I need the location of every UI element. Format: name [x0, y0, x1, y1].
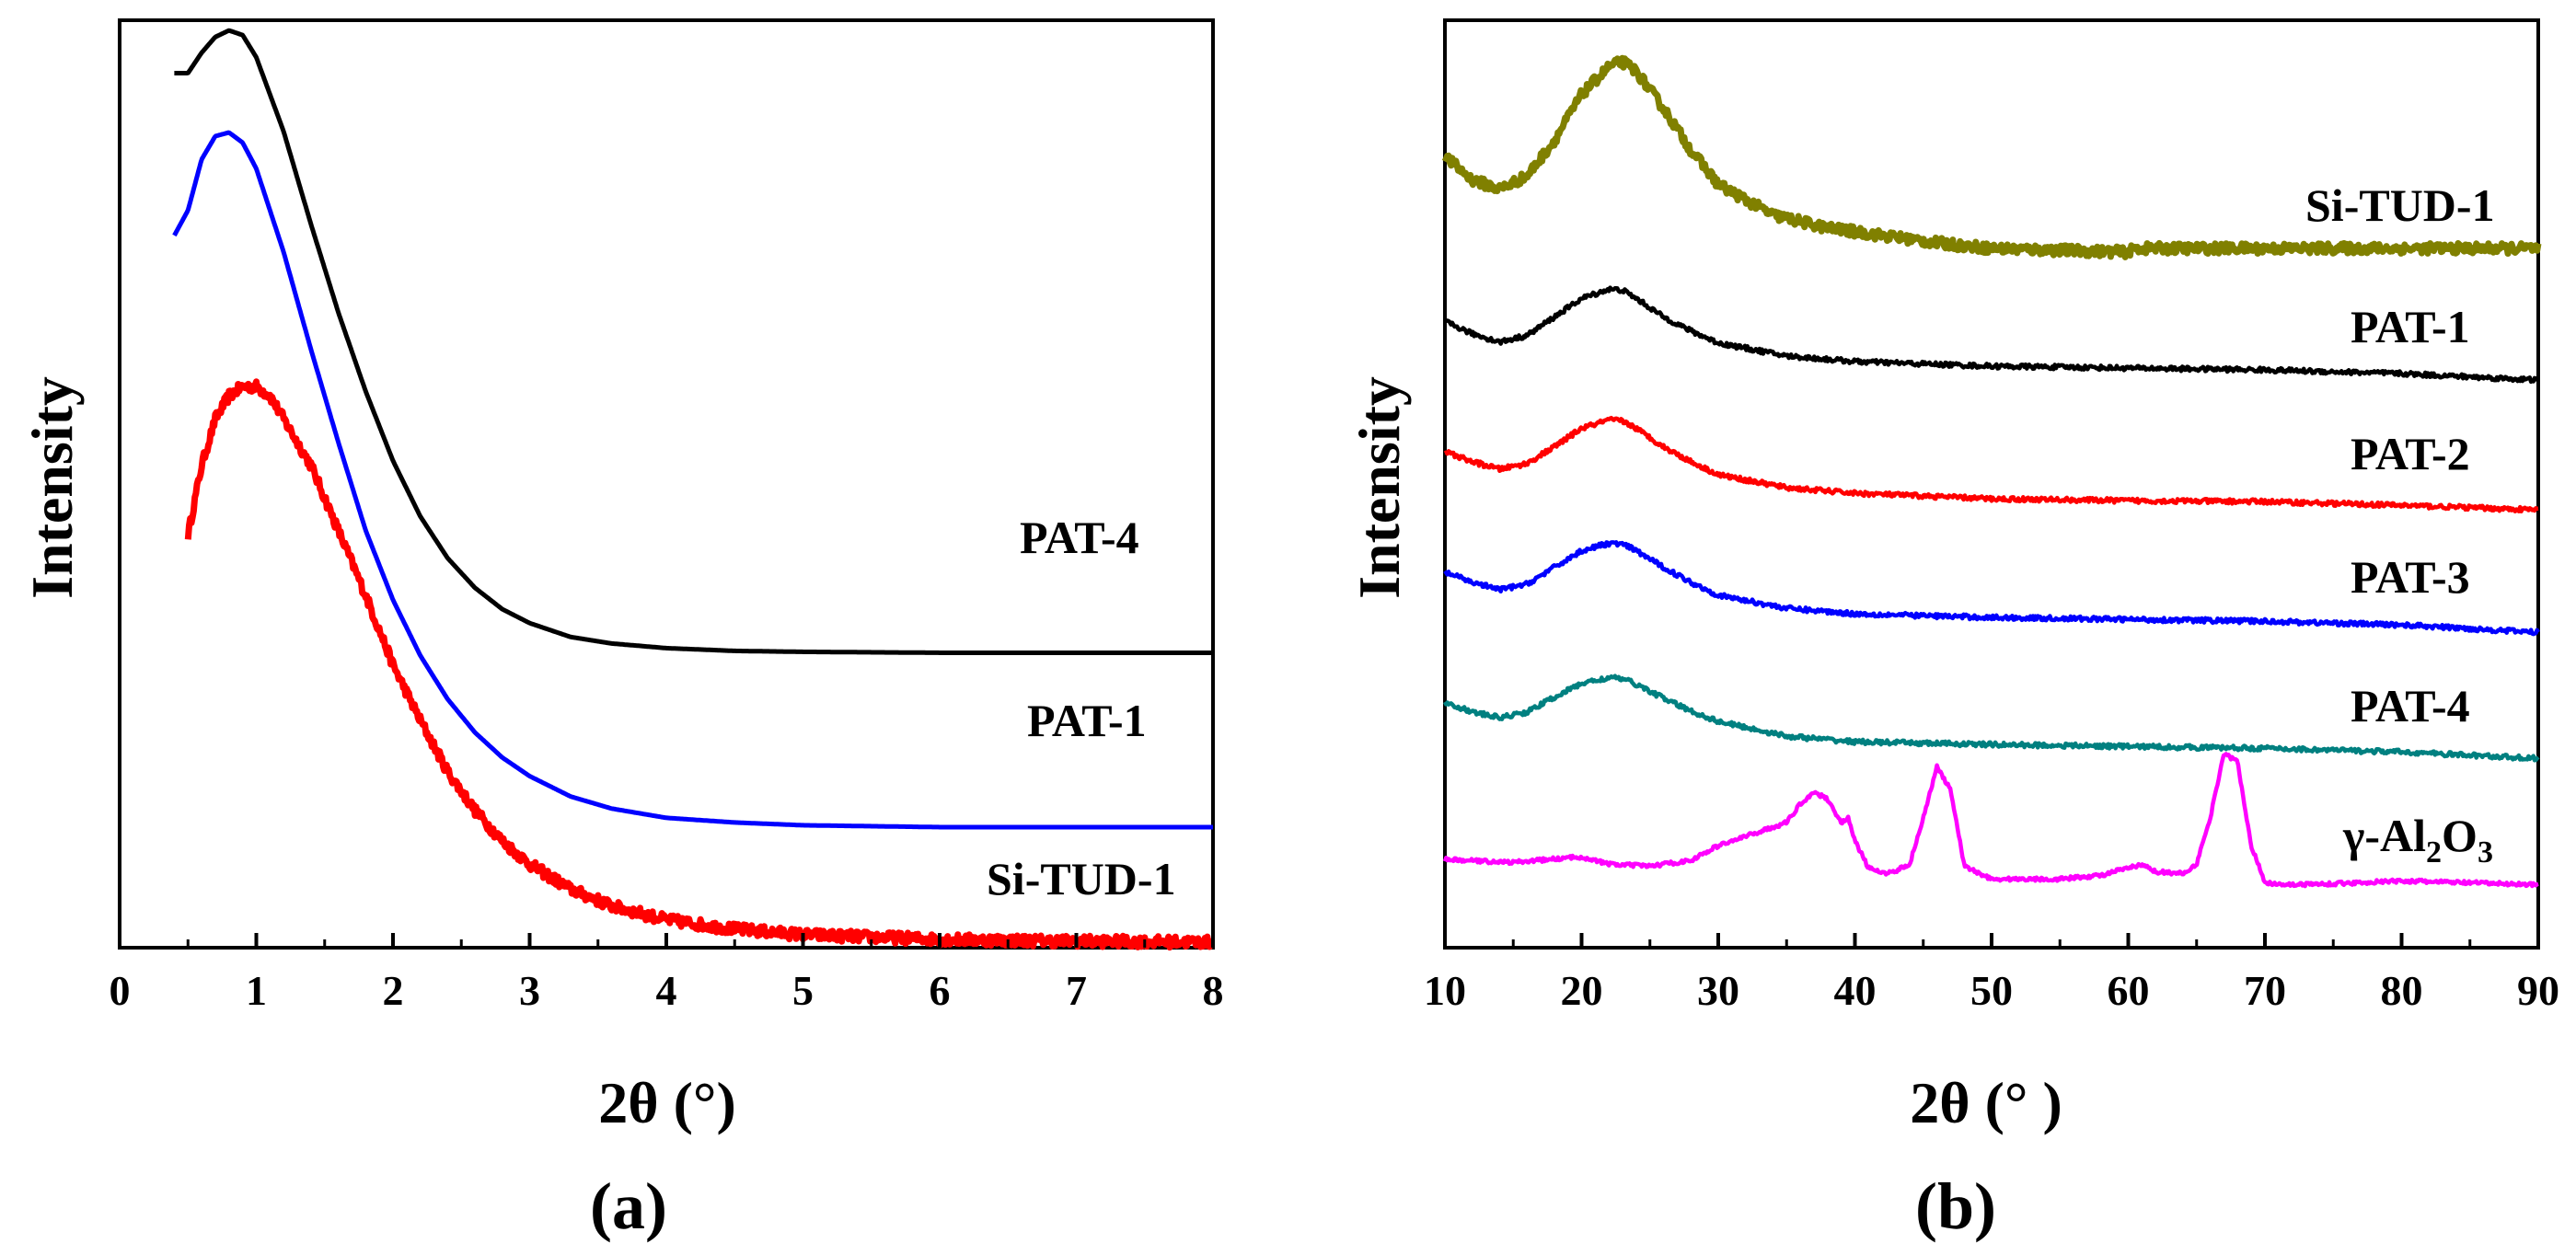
- panel-a-series-line-2: [184, 378, 1216, 951]
- panel-b: 10 20 30 40 50 60 70 80 90 Si-TUD-1 PAT-1 PAT-2 …: [1346, 18, 2559, 1243]
- panel-b-series-label-gamma-alumina: γ-Al2O3: [2342, 810, 2493, 869]
- alumina-prefix: γ-Al: [2342, 810, 2426, 861]
- panel-b-x-tick-label: 40: [1834, 967, 1877, 1014]
- panel-b-x-tick-label: 70: [2244, 967, 2286, 1014]
- panel-b-series-line-0: [1441, 54, 2542, 260]
- panel-b-series-line-4: [1443, 674, 2540, 763]
- panel-a-series-line-1: [172, 130, 1215, 830]
- panel-b-x-tick-label: 80: [2381, 967, 2423, 1014]
- panel-a-plot-frame: [118, 18, 1215, 950]
- panel-a-ticks: 0 1 2 3 4 5 6 7 8: [110, 933, 1224, 1014]
- panel-b-y-axis-title: Intensity: [1346, 376, 1412, 599]
- panel-b-x-axis-title: 2θ (° ): [1910, 1070, 2062, 1135]
- panel-b-x-tick-label: 90: [2517, 967, 2559, 1014]
- panel-b-series-label-pat-4: PAT-4: [2351, 680, 2470, 731]
- panel-a-x-tick-label: 0: [110, 967, 131, 1014]
- panel-a-x-tick-label: 8: [1203, 967, 1224, 1014]
- panel-b-x-tick-label: 30: [1697, 967, 1739, 1014]
- panel-b-series-line-3: [1443, 540, 2540, 637]
- panel-b-series-line-1: [1444, 285, 2540, 385]
- panel-a-series-label-pat-4: PAT-4: [1020, 512, 1139, 563]
- panel-a: 0 1 2 3 4 5 6 7 8 PAT-4 PAT-1 Si-TUD-1 Intensity…: [19, 18, 1224, 1243]
- panel-a-x-tick-label: 5: [792, 967, 814, 1014]
- panel-b-x-tick-label: 10: [1424, 967, 1466, 1014]
- panel-a-x-tick-label: 4: [656, 967, 677, 1014]
- panel-b-series: [1441, 54, 2542, 889]
- panel-a-x-tick-label: 3: [519, 967, 540, 1014]
- panel-b-label: (b): [1915, 1169, 1996, 1243]
- panel-a-series: [172, 28, 1216, 951]
- panel-b-x-tick-label: 20: [1561, 967, 1603, 1014]
- panel-a-x-axis-title: 2θ (°): [598, 1070, 736, 1135]
- panel-a-label: (a): [590, 1169, 667, 1243]
- panel-b-plot-frame: [1443, 18, 2540, 950]
- panel-b-x-tick-label: 60: [2108, 967, 2150, 1014]
- panel-a-x-tick-label: 1: [246, 967, 267, 1014]
- alumina-subscript-3: 3: [2478, 835, 2493, 869]
- panel-a-x-tick-label: 2: [383, 967, 404, 1014]
- panel-a-x-tick-label: 6: [930, 967, 951, 1014]
- panel-a-x-tick-label: 7: [1066, 967, 1087, 1014]
- panel-a-series-label-pat-1: PAT-1: [1027, 695, 1147, 746]
- panel-b-series-label-si-tud-1: Si-TUD-1: [2305, 179, 2495, 231]
- alumina-oxygen: O: [2442, 810, 2478, 861]
- panel-b-ticks: 10 20 30 40 50 60 70 80 90: [1424, 933, 2559, 1014]
- panel-a-series-label-si-tud-1: Si-TUD-1: [987, 853, 1176, 904]
- panel-b-series-line-5: [1442, 752, 2539, 889]
- panel-b-x-tick-label: 50: [1970, 967, 2013, 1014]
- panel-b-series-label-pat-1: PAT-1: [2351, 301, 2470, 352]
- panel-a-y-axis-title: Intensity: [19, 376, 85, 599]
- panel-a-series-line-0: [173, 28, 1215, 655]
- panel-b-series-label-pat-3: PAT-3: [2351, 551, 2470, 603]
- alumina-subscript-2: 2: [2426, 835, 2442, 869]
- panel-b-series-label-pat-2: PAT-2: [2351, 428, 2470, 479]
- panel-b-series-line-2: [1443, 415, 2539, 514]
